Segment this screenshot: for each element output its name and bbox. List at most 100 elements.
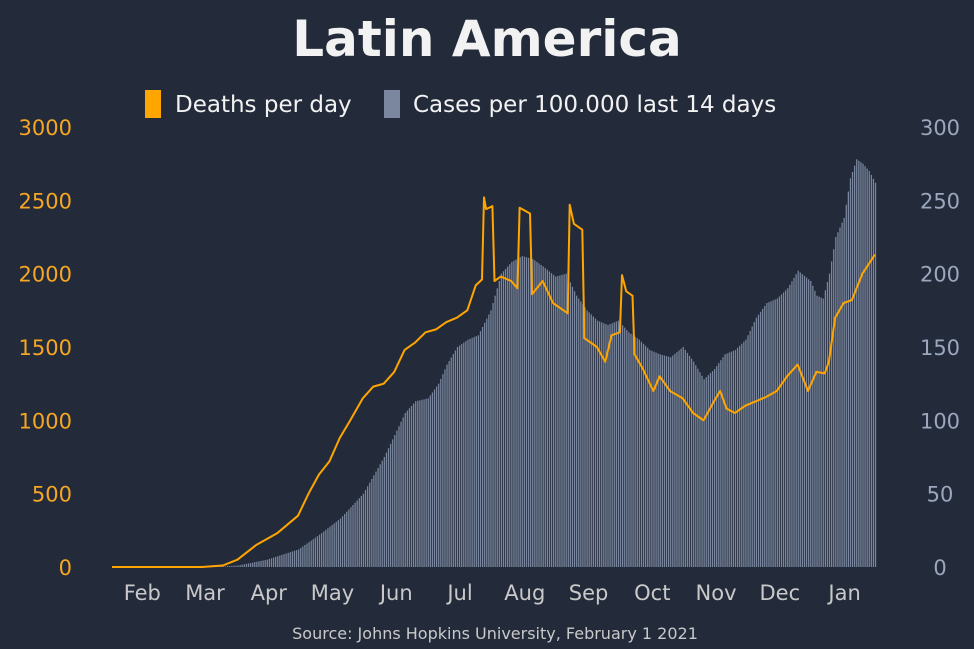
- cases-bar: [622, 325, 624, 567]
- cases-bar: [695, 365, 697, 567]
- cases-bar: [722, 357, 724, 567]
- cases-bar: [789, 284, 791, 567]
- cases-bar: [237, 565, 239, 567]
- cases-bar: [688, 355, 691, 567]
- cases-bar: [364, 490, 367, 567]
- cases-bar: [808, 279, 810, 567]
- cases-bar: [872, 178, 875, 568]
- cases-bar: [757, 314, 760, 567]
- cases-bar: [283, 554, 285, 567]
- cases-bar: [814, 290, 816, 567]
- cases-bar: [571, 286, 574, 567]
- cases-bar: [350, 507, 352, 567]
- cases-bar: [801, 274, 804, 567]
- cases-bar: [406, 410, 408, 567]
- cases-bar: [321, 533, 323, 567]
- cases-bar: [396, 430, 398, 567]
- cases-bar: [642, 343, 645, 567]
- cases-bar: [563, 274, 565, 567]
- cases-bar: [530, 258, 532, 567]
- cases-bar: [266, 559, 268, 567]
- cases-bar: [833, 249, 835, 567]
- cases-bar: [749, 330, 751, 567]
- cases-bar: [502, 271, 505, 567]
- cases-bar: [826, 281, 829, 567]
- cases-bar: [655, 352, 657, 567]
- cases-bar: [747, 335, 749, 567]
- cases-bar: [682, 347, 684, 567]
- cases-bar: [651, 350, 653, 567]
- cases-bar: [229, 566, 231, 567]
- cases-bar: [866, 168, 868, 568]
- cases-bar: [599, 321, 601, 567]
- cases-bar: [799, 272, 801, 567]
- cases-bar: [609, 324, 611, 567]
- cases-bar: [736, 347, 739, 567]
- cases-bar: [360, 495, 362, 567]
- cases-bar: [515, 259, 517, 567]
- cases-bar: [473, 337, 475, 567]
- cases-bar: [647, 347, 649, 567]
- cases-bar: [638, 339, 640, 567]
- cases-bar: [774, 299, 776, 567]
- cases-bar: [764, 305, 766, 567]
- cases-bar: [705, 377, 707, 567]
- cases-bar: [519, 257, 521, 567]
- cases-bar: [477, 335, 480, 567]
- cases-bar: [295, 550, 298, 567]
- cases-bar: [847, 191, 849, 568]
- cases-bar: [816, 295, 818, 567]
- cases-bar: [492, 303, 494, 567]
- cases-bar: [745, 339, 747, 567]
- cases-bar: [843, 217, 845, 567]
- cases-bar: [680, 348, 682, 567]
- x-tick-label: Jul: [445, 581, 472, 605]
- cases-bar: [454, 350, 457, 567]
- cases-bar: [408, 408, 411, 567]
- legend-swatch-cases: [384, 90, 400, 118]
- cases-bar: [592, 316, 594, 567]
- cases-bar: [335, 521, 337, 567]
- cases-bar: [226, 566, 229, 567]
- cases-bar: [245, 563, 248, 567]
- cases-bar: [766, 303, 768, 567]
- cases-bar: [626, 329, 628, 567]
- cases-bar: [435, 386, 438, 567]
- cases-bar: [743, 341, 745, 567]
- cases-bar: [831, 261, 833, 567]
- cases-bar: [479, 331, 482, 567]
- cases-bar: [701, 375, 703, 567]
- cases-bar: [440, 378, 442, 567]
- cases-bar: [262, 560, 264, 567]
- cases-bar: [782, 292, 785, 567]
- cases-bar: [377, 468, 379, 567]
- cases-bar: [588, 312, 590, 567]
- cases-bar: [354, 502, 356, 567]
- cases-bar: [791, 281, 793, 567]
- cases-bar: [644, 345, 647, 567]
- cases-bar: [741, 343, 743, 567]
- cases-bar: [532, 259, 534, 567]
- cases-bar: [732, 350, 735, 567]
- cases-bar: [341, 516, 344, 567]
- legend-label-cases: Cases per 100.000 last 14 days: [413, 92, 776, 118]
- cases-bar: [538, 263, 540, 567]
- cases-bar: [649, 349, 651, 567]
- cases-bar: [640, 341, 643, 567]
- cases-bar: [849, 178, 852, 568]
- cases-bar: [684, 349, 686, 567]
- cases-bar: [358, 498, 360, 567]
- cases-bar: [548, 271, 551, 567]
- cases-bar: [837, 232, 839, 567]
- cases-bar: [277, 556, 279, 567]
- cases-bar: [239, 565, 241, 567]
- cases-bar: [383, 457, 385, 567]
- cases-bar: [461, 344, 463, 567]
- cases-bar: [795, 274, 797, 567]
- cases-bar: [663, 355, 666, 567]
- cases-bar: [780, 294, 783, 567]
- cases-bars: [214, 159, 877, 568]
- cases-bar: [329, 526, 331, 567]
- cases-bar: [845, 204, 847, 567]
